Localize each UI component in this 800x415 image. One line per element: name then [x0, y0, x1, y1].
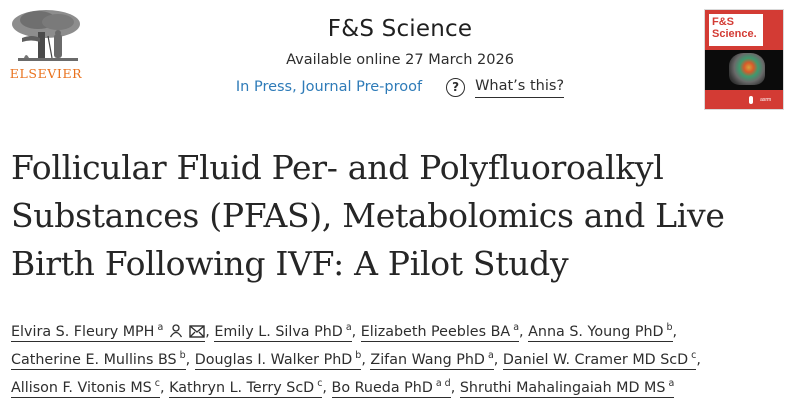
affiliation-marker: b: [355, 350, 362, 362]
author-name: Allison F. Vitonis MS: [11, 380, 152, 396]
author-link[interactable]: Emily L. Silva PhD a: [214, 322, 352, 342]
author-name: Emily L. Silva PhD: [214, 324, 343, 340]
article-title: Follicular Fluid Per- and Polyfluoroalky…: [11, 148, 725, 283]
author-separator: ,: [493, 352, 499, 368]
author-link[interactable]: Bo Rueda PhD a d: [331, 378, 451, 398]
author-separator: ,: [361, 352, 366, 368]
affiliation-marker: a: [487, 350, 494, 362]
author-name: Daniel W. Cramer MD ScD: [502, 352, 689, 368]
publisher-name: ELSEVIER: [9, 66, 83, 81]
asrm-logo: asrm: [749, 96, 775, 104]
envelope-icon: [189, 325, 205, 338]
author-link[interactable]: Shruthi Mahalingaiah MD MS a: [459, 378, 675, 398]
cover-title-box: F&S Science.: [709, 14, 763, 46]
person-icon: [170, 324, 183, 338]
author-separator: ,: [450, 380, 456, 396]
cover-title-line2: Science.: [712, 28, 757, 40]
author-link[interactable]: Douglas I. Walker PhD b: [194, 350, 362, 370]
journal-title[interactable]: F&S Science: [327, 16, 473, 42]
affiliation-marker: a: [668, 378, 675, 390]
author-name: Kathryn L. Terry ScD: [169, 380, 315, 396]
ultrasound-scan: [729, 53, 765, 85]
affiliation-marker: a: [157, 322, 164, 334]
journal-cover[interactable]: F&S Science. asrm: [704, 9, 784, 110]
affiliation-marker: a: [513, 322, 520, 334]
author-name: Anna S. Young PhD: [528, 324, 664, 340]
cover-title-line1: F&S: [712, 16, 734, 28]
author-name: Douglas I. Walker PhD: [194, 352, 353, 368]
author-separator: ,: [322, 380, 327, 396]
author-name: Catherine E. Mullins BS: [11, 352, 177, 368]
question-circle-icon[interactable]: ?: [446, 77, 466, 97]
author-link[interactable]: Allison F. Vitonis MS c: [11, 378, 160, 398]
affiliation-marker: a d: [435, 378, 451, 390]
author-name: Zifan Wang PhD: [370, 352, 485, 368]
author-name: Elizabeth Peebles BA: [360, 324, 511, 340]
author-separator: ,: [205, 324, 210, 340]
in-press-link[interactable]: In Press, Journal Pre-proof: [235, 79, 423, 95]
author-list: Elvira S. Fleury MPH a, Emily L. Silva Ph…: [11, 318, 796, 402]
author-link[interactable]: Elvira S. Fleury MPH a: [11, 322, 206, 342]
author-name: Shruthi Mahalingaiah MD MS: [459, 380, 666, 396]
author-line-3: Allison F. Vitonis MS c, Kathryn L. Terry…: [11, 374, 796, 402]
affiliation-marker: c: [317, 378, 323, 390]
affiliation-marker: b: [666, 322, 673, 334]
article-status-row: In Press, Journal Pre-proof ? What’s thi…: [200, 76, 600, 98]
affiliation-marker: c: [691, 350, 697, 362]
author-separator: ,: [185, 352, 191, 368]
author-link[interactable]: Kathryn L. Terry ScD c: [169, 378, 323, 398]
affiliation-marker: c: [154, 378, 160, 390]
author-separator: ,: [519, 324, 524, 340]
asrm-logo-icon: [749, 96, 753, 104]
author-separator: ,: [351, 324, 357, 340]
author-link[interactable]: Zifan Wang PhD a: [370, 350, 494, 370]
author-link[interactable]: Daniel W. Cramer MD ScD c: [502, 350, 697, 370]
asrm-logo-text: asrm: [760, 97, 772, 103]
author-link[interactable]: Elizabeth Peebles BA a: [360, 322, 520, 342]
author-separator: ,: [672, 324, 678, 340]
author-link[interactable]: Catherine E. Mullins BS b: [11, 350, 186, 370]
cover-ultrasound-image: [705, 50, 783, 90]
author-separator: ,: [696, 352, 701, 368]
journal-header: F&S Science Available online 27 March 20…: [200, 14, 600, 98]
whats-this-link[interactable]: What’s this?: [475, 76, 565, 98]
affiliation-marker: b: [179, 350, 186, 362]
elsevier-tree-logo-icon: [12, 10, 80, 61]
author-separator: ,: [159, 380, 165, 396]
elsevier-logo[interactable]: [8, 8, 84, 88]
affiliation-marker: a: [345, 322, 352, 334]
author-line-2: Catherine E. Mullins BS b, Douglas I. Wal…: [11, 346, 796, 374]
author-line-1: Elvira S. Fleury MPH a, Emily L. Silva Ph…: [11, 318, 796, 346]
author-link[interactable]: Anna S. Young PhD b: [528, 322, 673, 342]
author-name: Bo Rueda PhD: [331, 380, 433, 396]
author-name: Elvira S. Fleury MPH: [11, 324, 155, 340]
available-online-date: Available online 27 March 2026: [286, 52, 514, 68]
